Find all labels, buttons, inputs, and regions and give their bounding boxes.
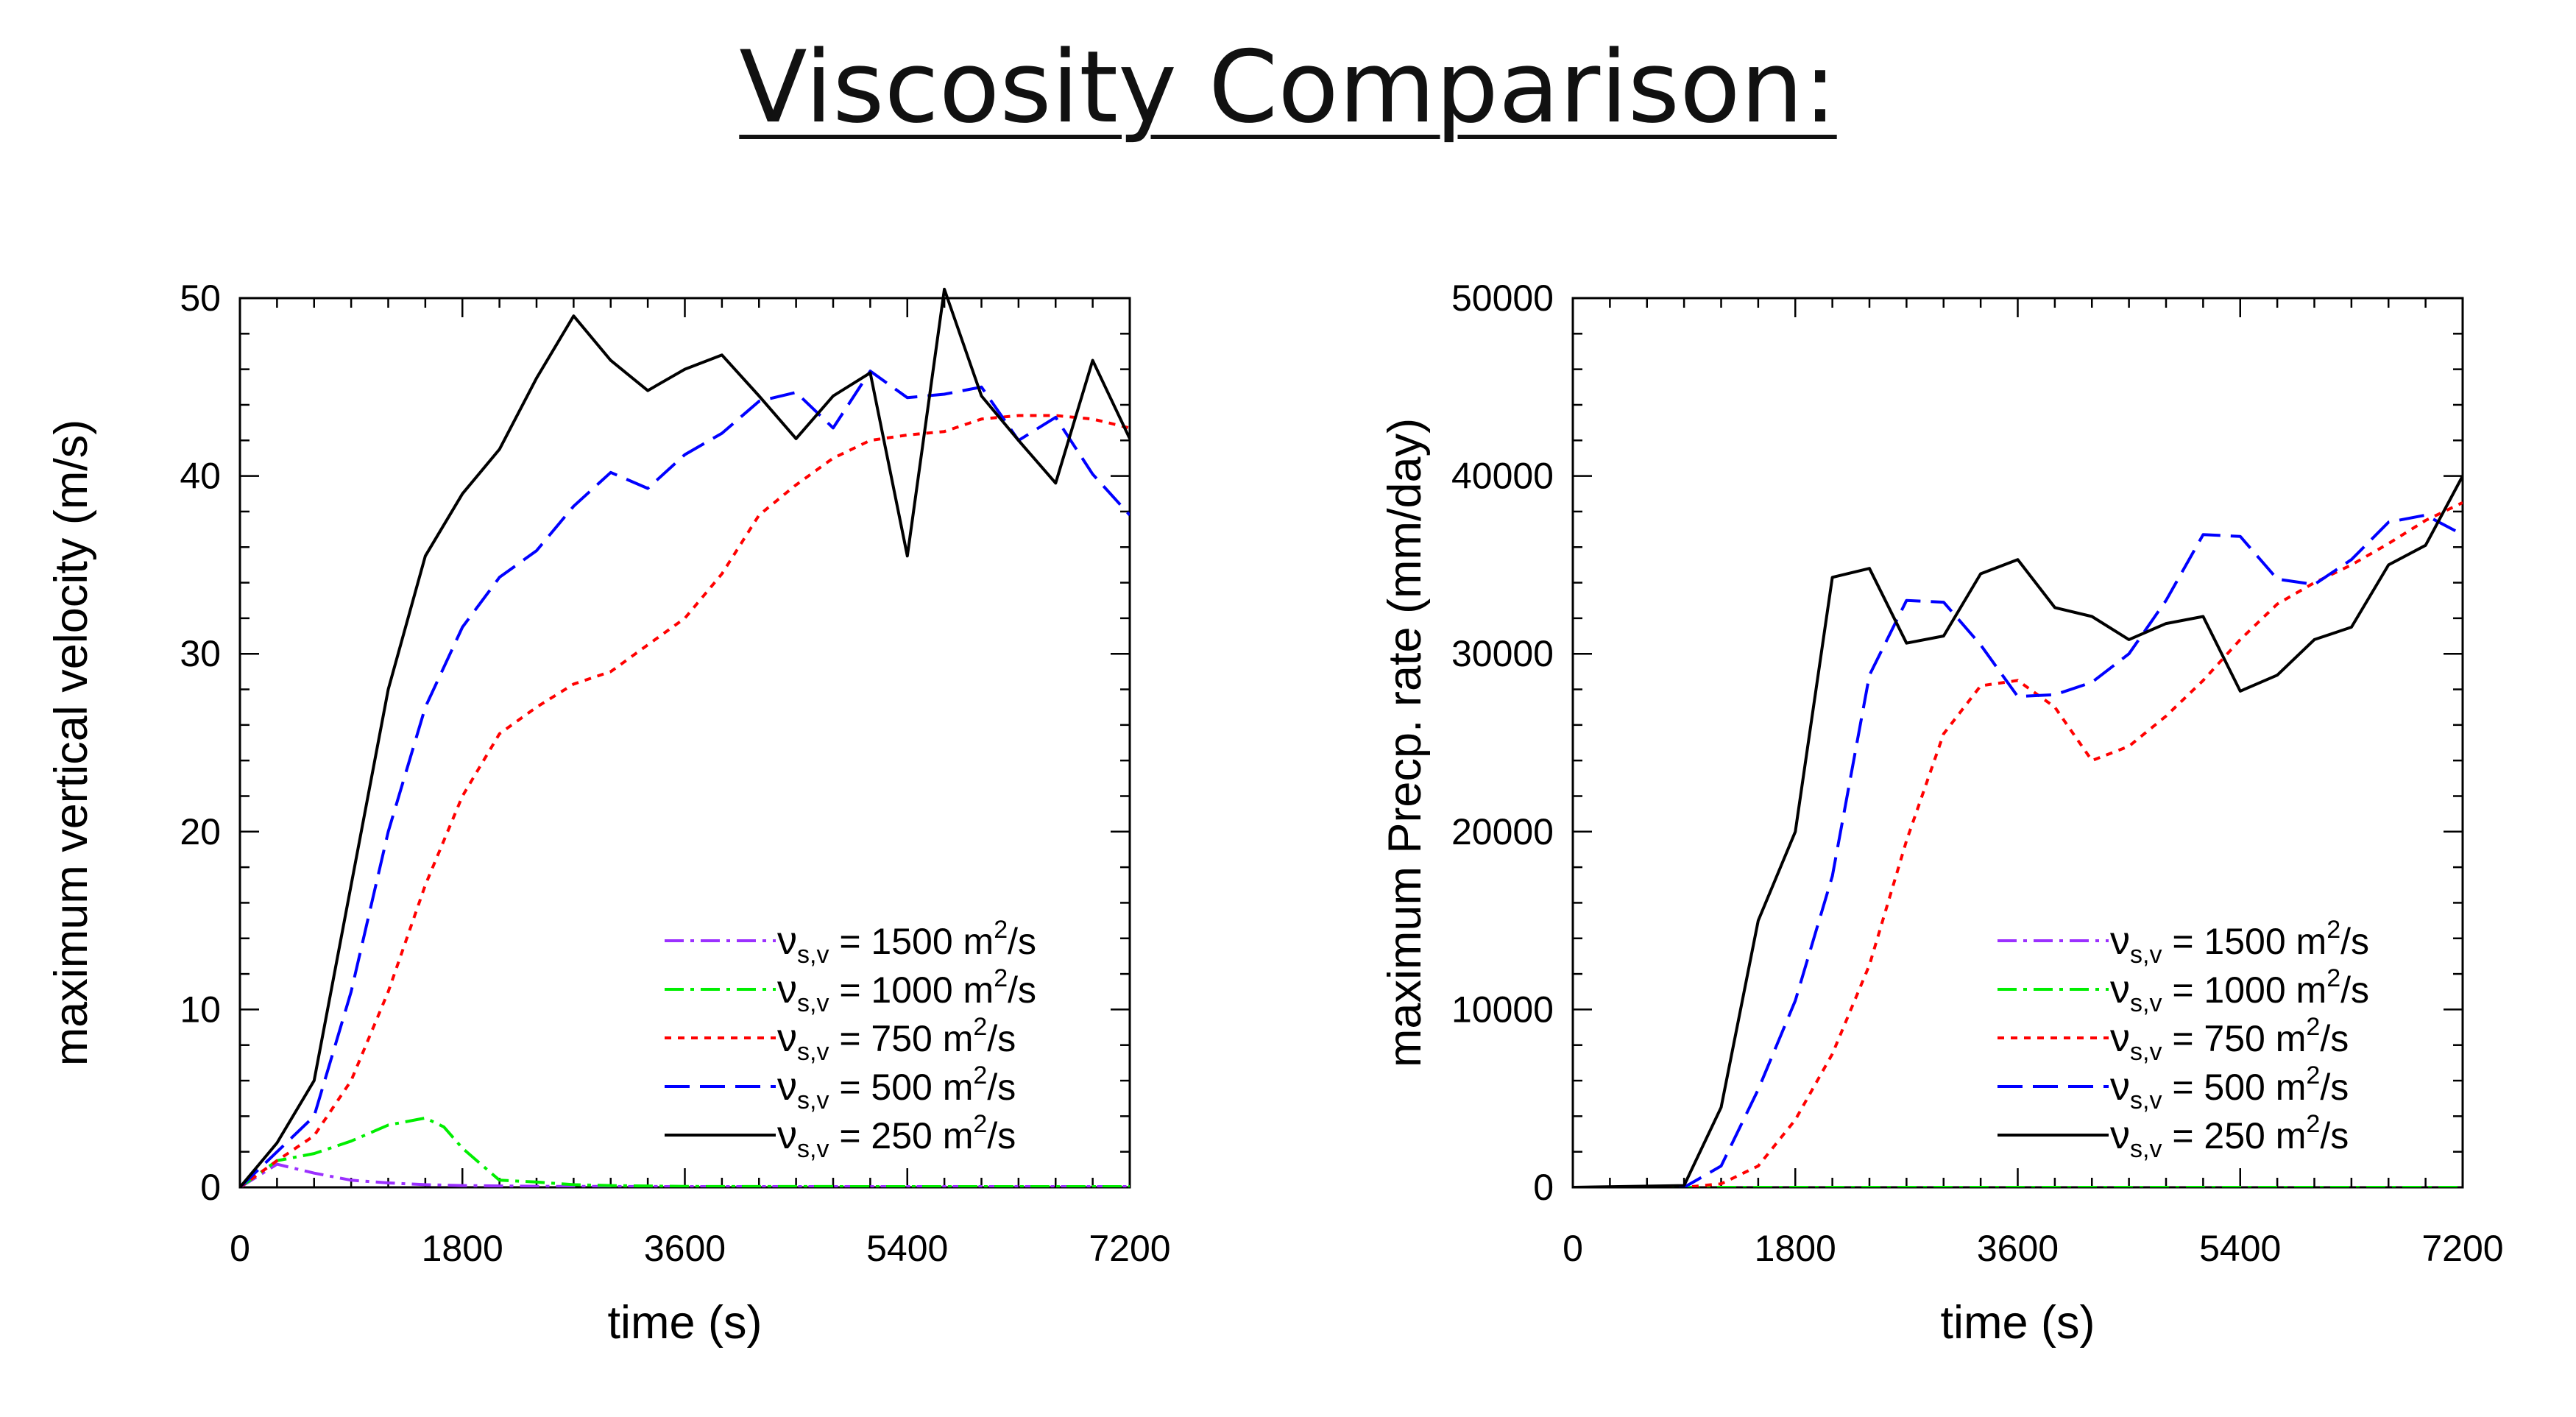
y-tick-label: 20000 bbox=[1451, 811, 1554, 852]
y-tick-label: 50000 bbox=[1451, 278, 1554, 319]
legend-label: νs,v = 1500 m2/s bbox=[777, 916, 1036, 969]
vertical-velocity-chart: 0 1800 3600 5400 7200 0 10 20 30 40 50 time (s) maxi… bbox=[46, 278, 1171, 1349]
series-line bbox=[1573, 501, 2463, 1187]
x-tick-label: 7200 bbox=[2421, 1228, 2503, 1269]
x-tick-label: 5400 bbox=[2199, 1228, 2281, 1269]
legend-label: νs,v = 750 m2/s bbox=[777, 1013, 1016, 1066]
legend-label: νs,v = 750 m2/s bbox=[2110, 1013, 2349, 1066]
y-axis-label: maximum Precp. rate (mm/day) bbox=[1379, 418, 1431, 1067]
legend-label: νs,v = 250 m2/s bbox=[2110, 1110, 2349, 1163]
legend-label: νs,v = 1000 m2/s bbox=[2110, 964, 2369, 1017]
y-tick-label: 10 bbox=[180, 989, 221, 1030]
precipitation-rate-chart: 0 1800 3600 5400 7200 0 10000 20000 30000 40000 50… bbox=[1379, 278, 2504, 1349]
series-line bbox=[240, 287, 1130, 1187]
series-line bbox=[1573, 475, 2463, 1187]
legend-label: νs,v = 1500 m2/s bbox=[2110, 916, 2369, 969]
series-line bbox=[240, 414, 1130, 1187]
legend-label: νs,v = 500 m2/s bbox=[2110, 1061, 2349, 1114]
legend-label: νs,v = 250 m2/s bbox=[777, 1110, 1016, 1163]
legend-label: νs,v = 1000 m2/s bbox=[777, 964, 1036, 1017]
y-tick-label: 30 bbox=[180, 633, 221, 674]
y-tick-label: 20 bbox=[180, 811, 221, 852]
y-tick-label: 0 bbox=[200, 1167, 221, 1208]
x-tick-label: 5400 bbox=[866, 1228, 948, 1269]
y-tick-label: 40000 bbox=[1451, 456, 1554, 497]
x-tick-label: 3600 bbox=[1977, 1228, 2059, 1269]
x-tick-label: 0 bbox=[1563, 1228, 1583, 1269]
y-tick-label: 40 bbox=[180, 456, 221, 497]
x-axis-label: time (s) bbox=[608, 1297, 762, 1349]
slide-title: Viscosity Comparison: bbox=[739, 29, 1837, 145]
series-line bbox=[1573, 513, 2463, 1187]
x-tick-label: 1800 bbox=[422, 1228, 503, 1269]
legend-label: νs,v = 500 m2/s bbox=[777, 1061, 1016, 1114]
y-tick-label: 30000 bbox=[1451, 633, 1554, 674]
x-tick-label: 3600 bbox=[644, 1228, 726, 1269]
x-tick-label: 0 bbox=[230, 1228, 250, 1269]
x-axis-label: time (s) bbox=[1941, 1297, 2095, 1349]
series-line bbox=[240, 1116, 1130, 1187]
y-tick-label: 50 bbox=[180, 278, 221, 319]
x-tick-label: 7200 bbox=[1089, 1228, 1170, 1269]
y-axis-label: maximum vertical velocity (m/s) bbox=[46, 420, 97, 1067]
y-tick-label: 10000 bbox=[1451, 989, 1554, 1030]
series-line bbox=[240, 370, 1130, 1187]
y-tick-label: 0 bbox=[1533, 1167, 1554, 1208]
x-tick-label: 1800 bbox=[1755, 1228, 1836, 1269]
